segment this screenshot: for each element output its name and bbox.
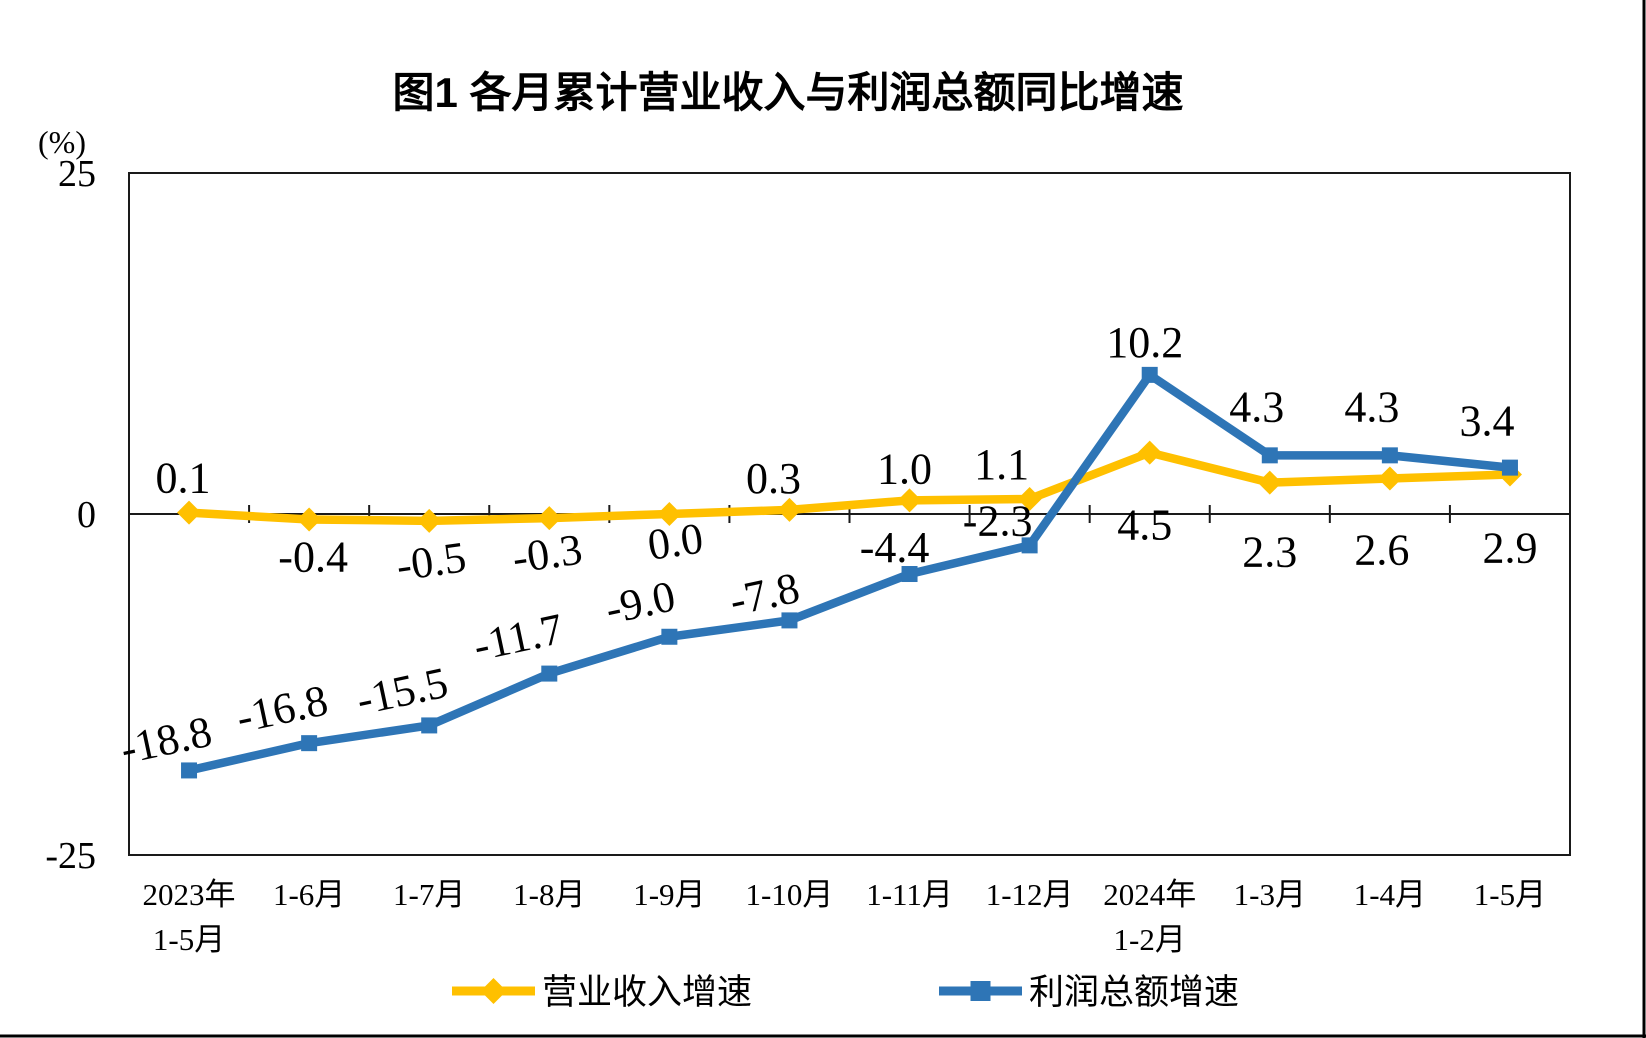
data-label: 3.4 — [1459, 397, 1514, 446]
y-axis-tick-label: 0 — [77, 494, 96, 536]
series-line-1 — [184, 370, 1515, 775]
data-label: -0.4 — [278, 532, 348, 581]
data-label: 0.1 — [156, 454, 211, 503]
data-point-marker-diamond — [1377, 466, 1402, 491]
data-point-marker-diamond — [897, 488, 922, 513]
data-point-marker-square — [661, 628, 678, 645]
y-axis-unit-label: (%) — [38, 124, 86, 160]
data-point-marker-square — [1141, 366, 1158, 383]
data-point-marker-diamond — [1137, 440, 1162, 465]
data-point-marker-square — [301, 735, 318, 752]
data-point-marker-diamond — [297, 507, 322, 532]
data-point-marker-square — [1021, 537, 1038, 554]
data-label: 2.6 — [1354, 526, 1409, 575]
data-label: 4.3 — [1344, 382, 1399, 431]
x-axis-label: 2023年 — [143, 877, 236, 912]
data-point-marker-square — [970, 981, 991, 1001]
data-point-marker-diamond — [537, 506, 562, 531]
x-axis-label: 1-8月 — [513, 877, 585, 912]
data-label: 10.2 — [1106, 318, 1183, 367]
x-axis-label: 1-5月 — [153, 922, 225, 957]
data-label: -11.7 — [469, 604, 567, 671]
x-axis-label: 1-10月 — [746, 877, 834, 912]
x-axis-label: 1-11月 — [866, 877, 953, 912]
data-point-marker-square — [1501, 459, 1518, 476]
series-1: -18.8 -16.8 -15.5-11.7-9.0 -7.8-4.4-2.310.2… — [116, 318, 1518, 779]
data-label: 4.3 — [1229, 382, 1284, 431]
legend-item-0: 营业收入增速 — [452, 973, 752, 1012]
y-axis-tick-label: -25 — [45, 835, 96, 877]
data-point-marker-square — [541, 665, 558, 682]
data-label: -15.5 — [352, 658, 452, 725]
data-point-marker-square — [421, 717, 438, 734]
legend: 营业收入增速 利润总额增速 — [452, 973, 1239, 1012]
data-label: 0.3 — [746, 454, 801, 503]
data-label: -4.4 — [860, 523, 930, 572]
data-point-marker-diamond — [657, 502, 682, 526]
data-label: -9.0 — [601, 571, 679, 633]
data-label: 2.3 — [1242, 528, 1297, 577]
data-point-marker-square — [181, 762, 198, 779]
series-0: 0.1 -0.4 -0.5 -0.3 0.0 0.3 1.0 1.1 4.5 2.3 2.6 2.9 — [156, 440, 1538, 591]
data-label: -0.5 — [393, 532, 469, 590]
data-point-marker-square — [901, 566, 918, 583]
legend-label: 营业收入增速 — [542, 973, 752, 1012]
x-axis-label: 2024年 — [1103, 877, 1196, 912]
data-point-marker-diamond — [1017, 486, 1042, 511]
data-label: 1.1 — [974, 440, 1029, 489]
x-axis-label: 1-12月 — [986, 877, 1074, 912]
data-point-marker-diamond — [777, 497, 802, 522]
x-axis-label: 1-5月 — [1474, 877, 1546, 912]
data-point-marker-diamond — [480, 978, 507, 1004]
series-line-0 — [184, 448, 1515, 526]
x-axis-label: 1-7月 — [393, 877, 465, 912]
data-label: 2.9 — [1482, 523, 1537, 572]
chart-title: 图1 各月累计营业收入与利润总额同比增速 — [392, 69, 1183, 116]
data-label: -16.8 — [232, 675, 332, 742]
plot-area: 25 0 -25 2023年 1-5月 1-6月 1-7月 1-8月 1-9月 1-10月 1-11… — [45, 153, 1571, 957]
data-point-marker-diamond — [1257, 470, 1282, 495]
y-axis-tick-label: 25 — [58, 153, 96, 195]
data-label: 4.5 — [1117, 501, 1172, 550]
data-point-marker-square — [781, 612, 798, 629]
x-axis-label: 1-6月 — [273, 877, 345, 912]
data-point-marker-diamond — [417, 508, 442, 533]
data-point-marker-diamond — [177, 500, 202, 525]
data-point-marker-square — [1261, 447, 1278, 464]
x-axis-label: 1-3月 — [1234, 877, 1306, 912]
x-axis-label: 1-2月 — [1114, 922, 1186, 957]
data-label: -0.3 — [509, 525, 585, 583]
data-point-marker-square — [1381, 447, 1398, 464]
data-label: 0.0 — [645, 514, 706, 570]
data-label: -2.3 — [963, 496, 1033, 545]
x-axis-label: 1-4月 — [1354, 877, 1426, 912]
x-axis-label: 1-9月 — [633, 877, 705, 912]
data-label: 1.0 — [877, 444, 932, 493]
legend-item-1: 利润总额增速 — [939, 973, 1239, 1012]
legend-label: 利润总额增速 — [1029, 973, 1239, 1012]
